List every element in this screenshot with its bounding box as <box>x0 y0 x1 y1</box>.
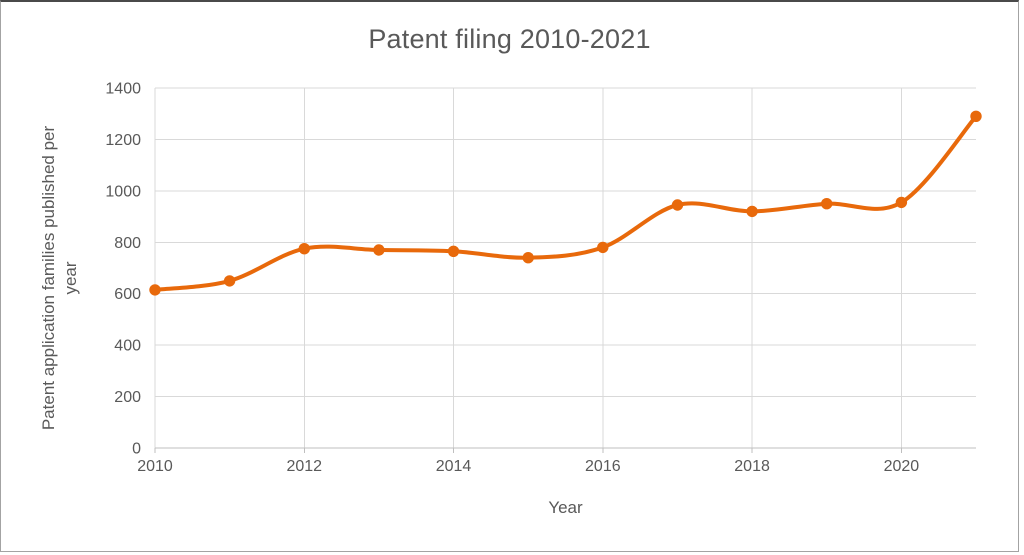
data-point-marker <box>746 205 758 218</box>
x-tick-label: 2012 <box>286 458 322 475</box>
x-tick-label: 2016 <box>585 458 621 475</box>
y-tick-label: 800 <box>114 235 141 252</box>
y-tick-label: 1400 <box>105 81 141 98</box>
data-point-marker <box>597 241 609 254</box>
chart-title: Patent filing 2010-2021 <box>368 24 651 54</box>
series-line <box>153 114 978 292</box>
y-tick-label: 0 <box>132 441 141 458</box>
data-point-marker <box>373 244 385 256</box>
data-point-marker <box>970 110 982 123</box>
y-tick-label: 1000 <box>105 183 141 200</box>
data-point-marker <box>821 198 833 210</box>
data-point-marker <box>671 199 684 211</box>
y-tick-label: 600 <box>114 286 141 303</box>
x-axis-title: Year <box>548 498 583 517</box>
x-tick-label: 2014 <box>436 458 472 475</box>
y-tick-label: 1200 <box>105 132 141 149</box>
x-tick-label: 2010 <box>137 458 173 475</box>
x-tick-label: 2018 <box>734 458 770 475</box>
data-point-marker <box>223 275 236 287</box>
data-point-marker <box>298 243 310 255</box>
y-tick-label: 400 <box>114 338 141 355</box>
y-tick-label: 200 <box>114 389 141 406</box>
data-point-marker <box>149 284 161 296</box>
data-point-marker <box>522 252 534 264</box>
data-point-marker <box>895 196 908 209</box>
data-point-marker <box>447 245 460 257</box>
x-tick-label: 2020 <box>884 458 920 475</box>
